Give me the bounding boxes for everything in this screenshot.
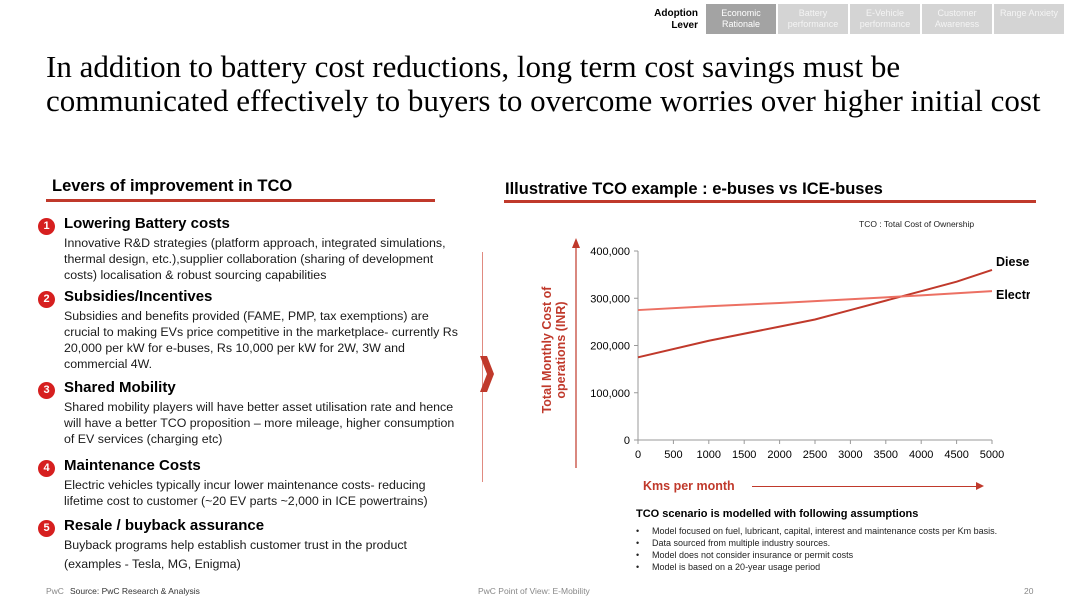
assumption-item: Model focused on fuel, lubricant, capita… <box>636 525 997 537</box>
lever-description: Shared mobility players will have better… <box>64 400 455 446</box>
tab-economic-rationale[interactable]: Economic Rationale <box>706 4 776 34</box>
levers-heading: Levers of improvement in TCO <box>52 177 293 195</box>
assumptions-title: TCO scenario is modelled with following … <box>636 508 919 520</box>
lever-item: 1 Lowering Battery costs Innovative R&D … <box>38 215 468 285</box>
y-axis-label: Total Monthly Cost of operations (INR) <box>540 286 568 414</box>
lever-number-badge: 1 <box>38 218 55 235</box>
footer-source: PwC Source: PwC Research & Analysis <box>46 586 200 596</box>
lever-item: 5 Resale / buyback assurance Buyback pro… <box>38 517 468 575</box>
separator-line <box>482 252 483 482</box>
tab-e-vehicle-performance[interactable]: E-Vehicle performance <box>850 4 920 34</box>
tab-range-anxiety[interactable]: Range Anxiety <box>994 4 1064 34</box>
lever-item: 3 Shared Mobility Shared mobility player… <box>38 379 468 449</box>
lever-title: Lowering Battery costs <box>64 215 230 232</box>
x-tick-label: 0 <box>635 449 641 461</box>
lever-title: Subsidies/Incentives <box>64 288 213 305</box>
lever-title: Shared Mobility <box>64 379 176 396</box>
footer-source-text: Source: PwC Research & Analysis <box>69 586 200 596</box>
x-tick-label: 500 <box>664 449 682 461</box>
x-axis-label: Kms per month <box>643 479 735 493</box>
x-tick-label: 2000 <box>767 449 791 461</box>
lever-number-badge: 5 <box>38 520 55 537</box>
y-tick-label: 0 <box>624 435 630 447</box>
page-number: 20 <box>1024 586 1034 596</box>
lever-description: Buyback programs help establish customer… <box>64 538 407 571</box>
assumption-item: Model is based on a 20-year usage period <box>636 561 997 573</box>
series-label-electric: Electric <box>996 288 1030 302</box>
lever-description: Innovative R&D strategies (platform appr… <box>64 236 446 282</box>
series-line-electric <box>637 290 993 312</box>
tco-example-heading: Illustrative TCO example : e-buses vs IC… <box>505 180 883 198</box>
footer-brand: PwC <box>46 586 64 596</box>
nav-label: Adoption Lever <box>654 8 698 31</box>
footer-title: PwC Point of View: E-Mobility <box>478 586 590 596</box>
x-tick-label: 4500 <box>944 449 968 461</box>
y-tick-label: 300,000 <box>590 293 630 305</box>
tco-divider <box>504 200 1036 203</box>
lever-number-badge: 4 <box>38 460 55 477</box>
lever-title: Maintenance Costs <box>64 457 201 474</box>
y-tick-label: 200,000 <box>590 341 630 353</box>
levers-divider <box>46 199 435 202</box>
tab-battery-performance[interactable]: Battery performance <box>778 4 848 34</box>
series-label-diesel: Diesel <box>996 255 1030 269</box>
lever-number-badge: 3 <box>38 382 55 399</box>
lever-item: 2 Subsidies/Incentives Subsidies and ben… <box>38 288 468 374</box>
assumption-item: Model does not consider insurance or per… <box>636 549 997 561</box>
lever-description: Subsidies and benefits provided (FAME, P… <box>64 309 458 371</box>
x-tick-label: 1000 <box>697 449 721 461</box>
lever-description: Electric vehicles typically incur lower … <box>64 478 428 508</box>
adoption-lever-nav: Adoption Lever Economic Rationale Batter… <box>648 4 1064 34</box>
tco-definition-note: TCO : Total Cost of Ownership <box>859 219 975 229</box>
x-tick-label: 3000 <box>838 449 862 461</box>
page-title: In addition to battery cost reductions, … <box>46 49 1041 118</box>
assumption-item: Data sourced from multiple industry sour… <box>636 537 997 549</box>
lever-title: Resale / buyback assurance <box>64 517 265 534</box>
tab-customer-awareness[interactable]: Customer Awareness <box>922 4 992 34</box>
y-tick-label: 400,000 <box>590 246 630 258</box>
lever-number-badge: 2 <box>38 291 55 308</box>
x-tick-label: 3500 <box>874 449 898 461</box>
tco-line-chart: 0 100,000 200,000 300,000 400,000 0 500 1000 150… <box>572 238 1030 468</box>
y-tick-label: 100,000 <box>590 388 630 400</box>
y-axis-arrowhead <box>572 238 580 248</box>
x-axis-arrow <box>752 482 984 490</box>
x-tick-label: 1500 <box>732 449 756 461</box>
x-tick-label: 4000 <box>909 449 933 461</box>
chevron-right-icon <box>480 356 494 392</box>
assumptions-list: Model focused on fuel, lubricant, capita… <box>636 525 997 573</box>
x-tick-label: 5000 <box>980 449 1004 461</box>
lever-item: 4 Maintenance Costs Electric vehicles ty… <box>38 457 468 513</box>
x-tick-label: 2500 <box>803 449 827 461</box>
series-line-diesel <box>637 268 993 359</box>
